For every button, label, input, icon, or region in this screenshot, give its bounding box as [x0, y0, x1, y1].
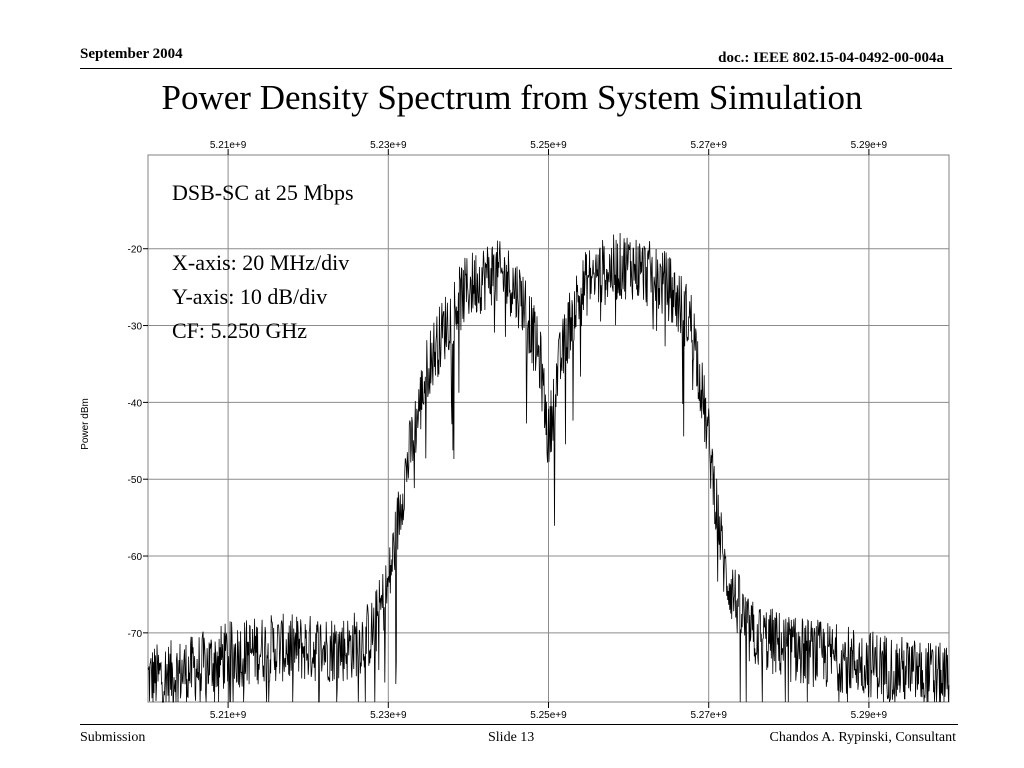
y-tick-label: -30 — [128, 322, 143, 333]
annotation-y-axis: Y-axis: 10 dB/div — [172, 284, 328, 309]
y-axis-label: Power dBm — [80, 398, 91, 450]
header-date: September 2004 — [80, 46, 183, 62]
y-tick-label: -60 — [128, 552, 143, 563]
annotation-center-frequency: CF: 5.250 GHz — [172, 318, 308, 343]
annotation-x-axis: X-axis: 20 MHz/div — [172, 250, 350, 275]
header-doc-id: doc.: IEEE 802.15-04-0492-00-004a — [718, 50, 944, 66]
y-tick-label: -40 — [128, 398, 143, 409]
slide-title: Power Density Spectrum from System Simul… — [161, 78, 863, 117]
footer-submission: Submission — [80, 730, 146, 745]
x-tick-label-top: 5.29e+9 — [851, 140, 888, 151]
y-tick-label: -70 — [128, 629, 143, 640]
y-tick-label: -50 — [128, 475, 143, 486]
footer-slide-number: Slide 13 — [488, 730, 535, 745]
x-tick-label-bottom: 5.27e+9 — [690, 710, 727, 721]
x-tick-label-top: 5.25e+9 — [530, 140, 567, 151]
header-rule — [80, 68, 952, 69]
x-ticks-bottom: 5.21e+9 5.23e+9 5.25e+9 5.27e+9 5.29e+9 — [210, 710, 888, 721]
x-tick-label-bottom: 5.25e+9 — [530, 710, 567, 721]
x-tick-label-bottom: 5.29e+9 — [851, 710, 888, 721]
y-tick-label: -20 — [128, 245, 143, 256]
x-ticks-top: 5.21e+9 5.23e+9 5.25e+9 5.27e+9 5.29e+9 — [210, 140, 888, 151]
footer-rule — [80, 724, 958, 725]
footer-author: Chandos A. Rypinski, Consultant — [769, 730, 956, 745]
x-tick-label-bottom: 5.21e+9 — [210, 710, 247, 721]
x-tick-label-top: 5.23e+9 — [370, 140, 407, 151]
y-ticks: -20 -30 -40 -50 -60 -70 — [128, 245, 143, 640]
spectrum-trace — [147, 232, 950, 703]
annotation-modulation: DSB-SC at 25 Mbps — [172, 180, 354, 205]
x-tick-label-bottom: 5.23e+9 — [370, 710, 407, 721]
x-tick-label-top: 5.27e+9 — [690, 140, 727, 151]
x-tick-label-top: 5.21e+9 — [210, 140, 247, 151]
